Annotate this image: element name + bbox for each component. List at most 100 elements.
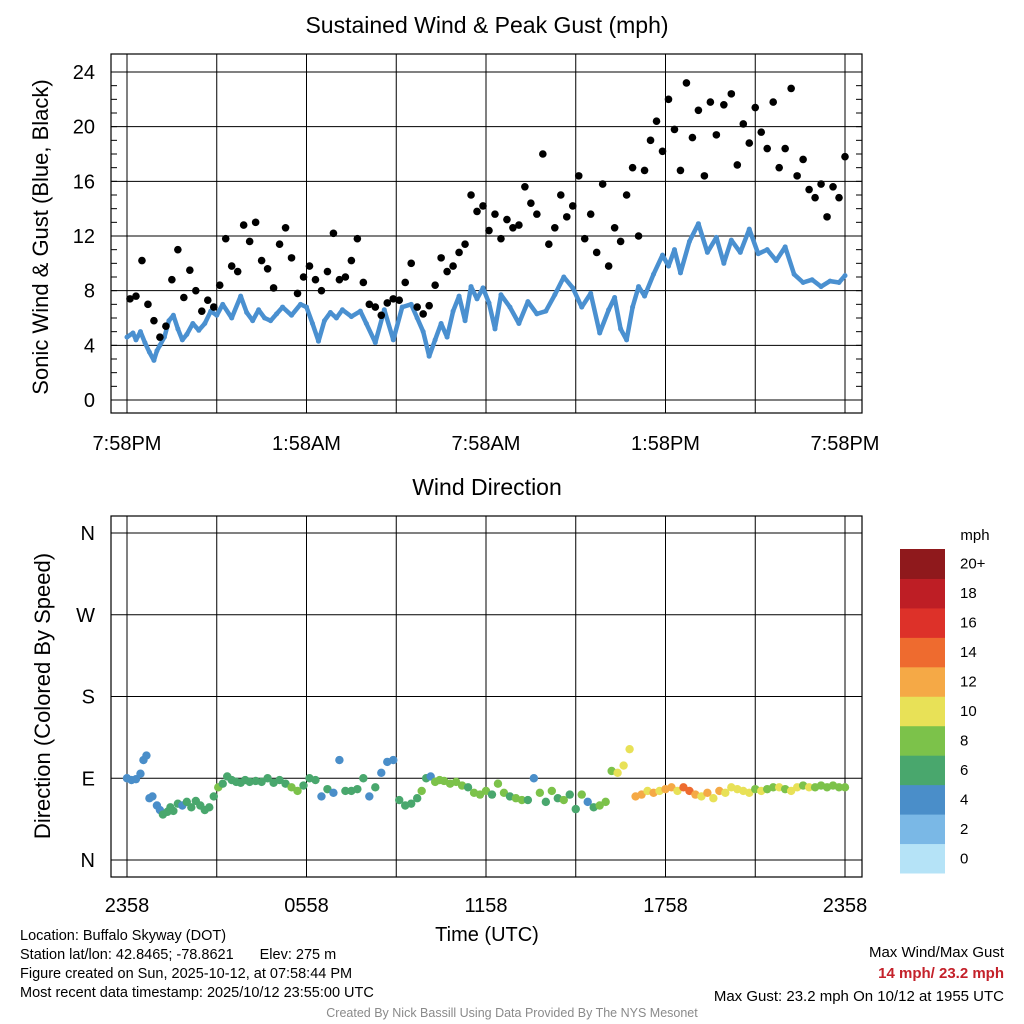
peak-gust-point bbox=[817, 180, 825, 188]
sustained-wind-point bbox=[782, 244, 788, 250]
peak-gust-point bbox=[841, 152, 849, 161]
sustained-wind-point bbox=[166, 318, 172, 324]
direction-point bbox=[529, 774, 539, 783]
top-x-tick-label: 7:58PM bbox=[93, 433, 162, 455]
legend-swatch bbox=[900, 578, 945, 609]
peak-gust-point bbox=[604, 262, 613, 270]
sustained-wind-point bbox=[256, 307, 262, 313]
top-y-tick-label: 4 bbox=[84, 335, 95, 357]
sustained-wind-point bbox=[474, 296, 480, 302]
sustained-wind-point bbox=[677, 270, 683, 276]
direction-point bbox=[583, 797, 592, 807]
direction-point bbox=[335, 755, 344, 765]
sustained-wind-point bbox=[202, 320, 208, 326]
peak-gust-point bbox=[305, 262, 314, 270]
direction-point bbox=[577, 790, 586, 799]
sustained-wind-point bbox=[339, 307, 345, 313]
peak-gust-point bbox=[281, 224, 290, 232]
top-y-tick-label: 0 bbox=[84, 390, 95, 412]
peak-gust-point bbox=[180, 293, 188, 302]
direction-point bbox=[463, 783, 473, 792]
peak-gust-point bbox=[317, 286, 326, 295]
sustained-wind-point bbox=[827, 278, 833, 284]
legend-swatch bbox=[900, 549, 945, 579]
speed-color-legend: 0 2 4 6 8 10 12 14 16 18 20+ bbox=[900, 549, 986, 874]
direction-point bbox=[329, 788, 338, 797]
direction-point bbox=[709, 794, 718, 803]
direction-point bbox=[359, 774, 368, 783]
direction-point bbox=[148, 792, 157, 801]
legend-swatch bbox=[900, 843, 945, 874]
sustained-wind-point bbox=[154, 348, 160, 354]
top-y-tick-label: 24 bbox=[73, 62, 95, 84]
bottom-y-tick-label: N bbox=[81, 523, 95, 545]
sustained-wind-point bbox=[179, 337, 185, 343]
sustained-wind-point bbox=[597, 330, 603, 336]
bottom-x-tick-label: 1158 bbox=[464, 895, 507, 917]
peak-gust-point bbox=[323, 267, 332, 276]
direction-point bbox=[169, 806, 178, 816]
sustained-wind-point bbox=[612, 295, 618, 300]
sustained-wind-point bbox=[746, 226, 752, 232]
top-chart-y-label: Sonic Wind & Gust (Blue, Black) bbox=[28, 79, 53, 394]
peak-gust-point bbox=[419, 310, 427, 318]
direction-point bbox=[565, 790, 574, 799]
sustained-wind-point bbox=[636, 284, 642, 290]
peak-gust-point bbox=[556, 191, 565, 199]
peak-gust-point bbox=[509, 224, 517, 232]
sustained-wind-point bbox=[229, 315, 235, 321]
sustained-wind-point bbox=[151, 357, 157, 363]
peak-gust-point bbox=[592, 248, 601, 257]
legend-swatch bbox=[900, 607, 945, 638]
sustained-wind-point bbox=[357, 308, 363, 314]
peak-gust-point bbox=[745, 139, 754, 147]
peak-gust-point bbox=[835, 193, 843, 202]
sustained-wind-point bbox=[660, 252, 666, 258]
direction-point bbox=[703, 788, 712, 797]
sustained-wind-point bbox=[737, 249, 743, 255]
sustained-wind-point bbox=[486, 300, 492, 306]
peak-gust-point bbox=[359, 278, 368, 287]
sustained-wind-point bbox=[432, 337, 438, 343]
sustained-wind-point bbox=[836, 279, 842, 285]
direction-point bbox=[136, 769, 145, 778]
sustained-wind-point bbox=[800, 279, 806, 285]
sustained-wind-point bbox=[444, 334, 450, 340]
peak-gust-point bbox=[197, 307, 206, 315]
bottom-chart-grid bbox=[110, 515, 863, 878]
legend-swatch bbox=[900, 725, 945, 756]
sustained-wind-point bbox=[315, 338, 321, 344]
peak-gust-point bbox=[287, 254, 296, 262]
peak-gust-point bbox=[126, 295, 134, 303]
peak-gust-point bbox=[545, 240, 553, 248]
peak-gust-point bbox=[233, 267, 242, 276]
peak-gust-point bbox=[395, 296, 404, 305]
direction-point bbox=[142, 751, 151, 760]
legend-unit: mph bbox=[960, 527, 989, 544]
peak-gust-point bbox=[479, 202, 487, 210]
station-info: Location: Buffalo Skyway (DOT) Station l… bbox=[20, 927, 374, 1003]
sustained-wind-point bbox=[390, 337, 396, 343]
bottom-chart-series bbox=[122, 744, 850, 819]
peak-gust-point bbox=[676, 166, 685, 175]
bottom-chart-x-ticks: 2358 0558 1158 1758 2358 bbox=[105, 895, 868, 917]
peak-gust-point bbox=[533, 210, 541, 218]
peak-gust-point bbox=[311, 275, 320, 284]
peak-gust-point bbox=[353, 234, 362, 243]
top-chart-title: Sustained Wind & Peak Gust (mph) bbox=[305, 12, 668, 38]
peak-gust-point bbox=[389, 295, 398, 303]
sustained-wind-point bbox=[516, 320, 522, 326]
peak-gust-point bbox=[239, 221, 248, 229]
sustained-wind-point bbox=[450, 308, 456, 314]
sustained-wind-point bbox=[274, 311, 280, 317]
direction-point bbox=[769, 783, 778, 792]
peak-gust-point bbox=[757, 128, 766, 136]
sustained-wind-point bbox=[543, 308, 549, 314]
peak-gust-point bbox=[720, 101, 728, 109]
sustained-wind-point bbox=[289, 312, 295, 318]
peak-gust-point bbox=[580, 234, 589, 243]
peak-gust-point bbox=[407, 259, 416, 268]
sustained-wind-point bbox=[480, 285, 486, 291]
peak-gust-point bbox=[263, 265, 272, 273]
direction-point bbox=[353, 784, 362, 794]
